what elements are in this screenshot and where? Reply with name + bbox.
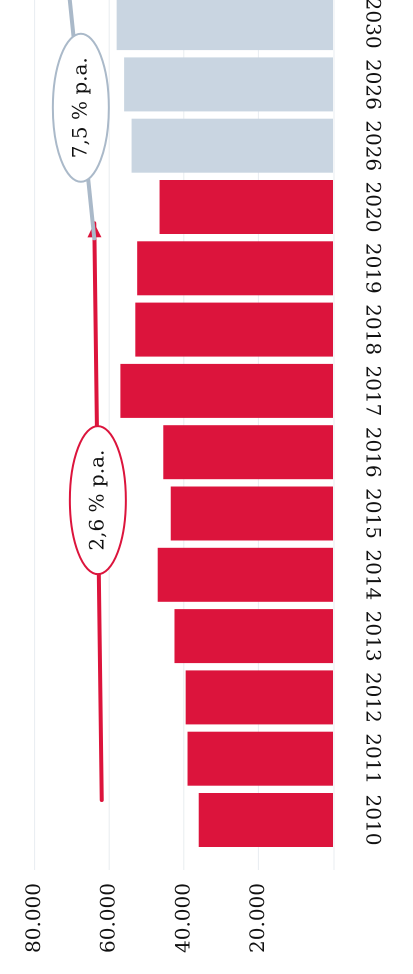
category-label: 2030 — [362, 0, 386, 49]
category-label: 2026 — [362, 59, 386, 110]
bar-2026 — [131, 118, 333, 173]
category-label: 2012 — [362, 672, 386, 723]
bar-2018 — [135, 302, 333, 357]
trend-label-ellipse — [51, 32, 110, 183]
bar-2017 — [120, 363, 333, 418]
bar-2019 — [137, 241, 333, 296]
bar-2028 — [124, 57, 334, 112]
category-label: 2014 — [362, 549, 386, 600]
value-tick-label: 80.000 — [21, 883, 45, 953]
bar-2014 — [157, 547, 333, 602]
category-label: 2010 — [362, 795, 386, 846]
value-tick-label: 40.000 — [170, 883, 194, 953]
value-tick-label: 60.000 — [96, 883, 120, 953]
category-label: 2018 — [362, 304, 386, 355]
trend-label-ellipse — [68, 425, 127, 576]
category-label: 2016 — [362, 427, 386, 478]
bar-2015 — [170, 486, 333, 541]
category-label: 2020 — [362, 182, 386, 233]
trend-label: 2,6 % p.a. — [84, 450, 108, 551]
bar-2030 — [116, 0, 333, 51]
category-label: 2017 — [362, 365, 386, 416]
trend-label: 7,5 % p.a. — [67, 57, 91, 158]
bar-2011 — [187, 731, 333, 786]
category-label: 2026 — [362, 120, 386, 171]
category-label: 2019 — [362, 243, 386, 294]
bar-2013 — [174, 609, 333, 664]
bar-2020 — [159, 180, 333, 234]
bar-2010 — [198, 793, 333, 847]
category-label: 2015 — [362, 488, 386, 539]
bar-2012 — [185, 670, 333, 725]
bar-2016 — [163, 425, 333, 480]
value-tick-label: 20.000 — [245, 883, 269, 953]
category-label: 2013 — [362, 611, 386, 662]
category-label: 2011 — [362, 733, 386, 784]
